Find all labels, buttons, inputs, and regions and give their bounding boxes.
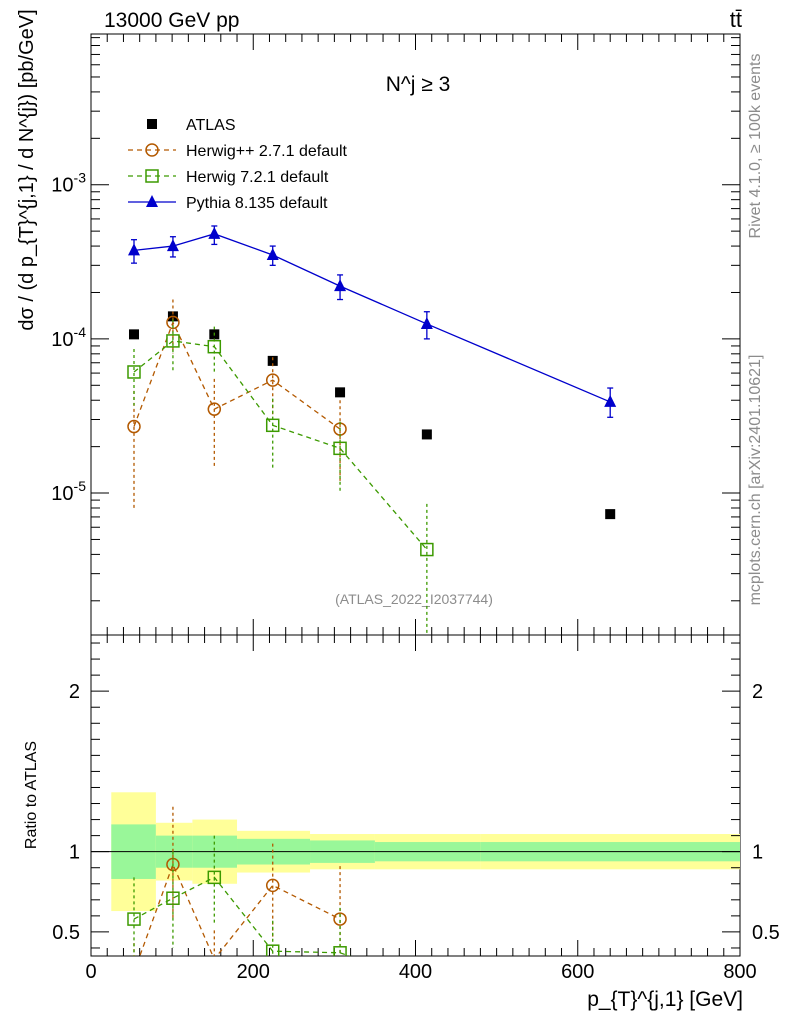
ratio-point-herwig7-4 bbox=[333, 946, 347, 956]
point-herwig7-3 bbox=[265, 418, 280, 433]
ratio-tick-label-right: 2 bbox=[752, 681, 763, 703]
point-pythia-6 bbox=[604, 394, 617, 407]
point-pythia-5 bbox=[420, 316, 433, 329]
point-herwig7-2 bbox=[207, 339, 222, 354]
mcplots-label: mcplots.cern.ch [arXiv:2401.10621] bbox=[747, 355, 764, 606]
point-atlas-6 bbox=[605, 509, 616, 520]
point-herwig7-5 bbox=[420, 542, 434, 557]
point-pythia-3 bbox=[266, 248, 279, 261]
point-herwig7-4 bbox=[333, 441, 347, 456]
ratio-tick-label: 0.5 bbox=[52, 922, 80, 944]
ratio-point-herwigpp-4 bbox=[333, 912, 347, 926]
point-atlas-0 bbox=[128, 329, 139, 340]
point-pythia-0 bbox=[127, 243, 140, 256]
rivet-version-label: Rivet 4.1.0, ≥ 100k events bbox=[747, 54, 764, 239]
legend: ATLAS Herwig++ 2.7.1 default Herwig 7.2.… bbox=[186, 117, 348, 212]
ratio-line-herwigpp bbox=[139, 862, 341, 956]
line-herwig7 bbox=[133, 340, 428, 550]
chart-title: N^j ≥ 3 bbox=[386, 73, 451, 96]
process-label: tt̄ bbox=[730, 7, 742, 32]
x-tick-label: 0 bbox=[85, 961, 96, 983]
point-herwigpp-2 bbox=[207, 402, 222, 416]
legend-label-herwig7: Herwig 7.2.1 default bbox=[186, 169, 329, 186]
point-herwigpp-0 bbox=[127, 419, 141, 434]
line-pythia bbox=[133, 233, 611, 403]
legend-marker-herwigpp bbox=[145, 143, 159, 157]
ratio-tick-label: 2 bbox=[69, 681, 80, 703]
analysis-watermark: (ATLAS_2022_I2037744) bbox=[335, 591, 493, 607]
point-herwig7-0 bbox=[127, 365, 141, 379]
x-tick-label: 600 bbox=[561, 961, 594, 983]
ratio-point-herwig7-0 bbox=[127, 912, 141, 926]
ratio-line-herwig7 bbox=[133, 876, 352, 956]
point-atlas-4 bbox=[335, 387, 346, 398]
point-herwigpp-1 bbox=[166, 315, 180, 330]
ratio-y-axis-label: Ratio to ATLAS bbox=[23, 741, 40, 849]
legend-marker-pythia bbox=[146, 195, 158, 207]
point-herwigpp-3 bbox=[265, 373, 280, 387]
x-tick-label: 400 bbox=[399, 961, 432, 983]
point-herwig7-1 bbox=[166, 334, 180, 348]
energy-label: 13000 GeV pp bbox=[104, 9, 239, 32]
ratio-tick-label-right: 1 bbox=[752, 842, 763, 864]
y-tick-label: 10-5 bbox=[51, 478, 86, 505]
x-axis-label: p_{T}^{j,1} [GeV] bbox=[587, 988, 743, 1011]
ratio-plot-frame bbox=[90, 634, 741, 957]
ratio-point-herwig7-2 bbox=[207, 870, 222, 885]
legend-marker-herwig7 bbox=[145, 169, 159, 183]
ratio-tick-label: 1 bbox=[69, 842, 80, 864]
y-tick-label: 10-3 bbox=[51, 170, 86, 197]
y-axis-label: dσ / (d p_{T}^{j,1} / d N^{j}) [pb/GeV] bbox=[16, 9, 38, 330]
point-pythia-2 bbox=[208, 226, 221, 239]
x-tick-label: 800 bbox=[723, 961, 756, 983]
legend-label-herwigpp: Herwig++ 2.7.1 default bbox=[186, 143, 348, 160]
point-atlas-5 bbox=[421, 429, 432, 440]
legend-label-atlas: ATLAS bbox=[186, 117, 236, 134]
point-pythia-4 bbox=[334, 279, 347, 292]
y-tick-label: 10-4 bbox=[51, 324, 86, 351]
ratio-group-herwig7 bbox=[127, 835, 352, 956]
ratio-point-herwig7-3 bbox=[265, 944, 280, 956]
legend-marker-atlas bbox=[147, 119, 157, 129]
ratio-tick-label-right: 0.5 bbox=[752, 922, 780, 944]
ratio-point-herwig7-1 bbox=[166, 891, 180, 905]
ratio-point-herwigpp-3 bbox=[265, 878, 280, 893]
point-pythia-1 bbox=[166, 239, 179, 252]
line-herwigpp bbox=[133, 320, 341, 430]
x-tick-label: 200 bbox=[237, 961, 270, 983]
point-atlas-3 bbox=[267, 355, 278, 366]
legend-label-pythia: Pythia 8.135 default bbox=[186, 195, 328, 212]
